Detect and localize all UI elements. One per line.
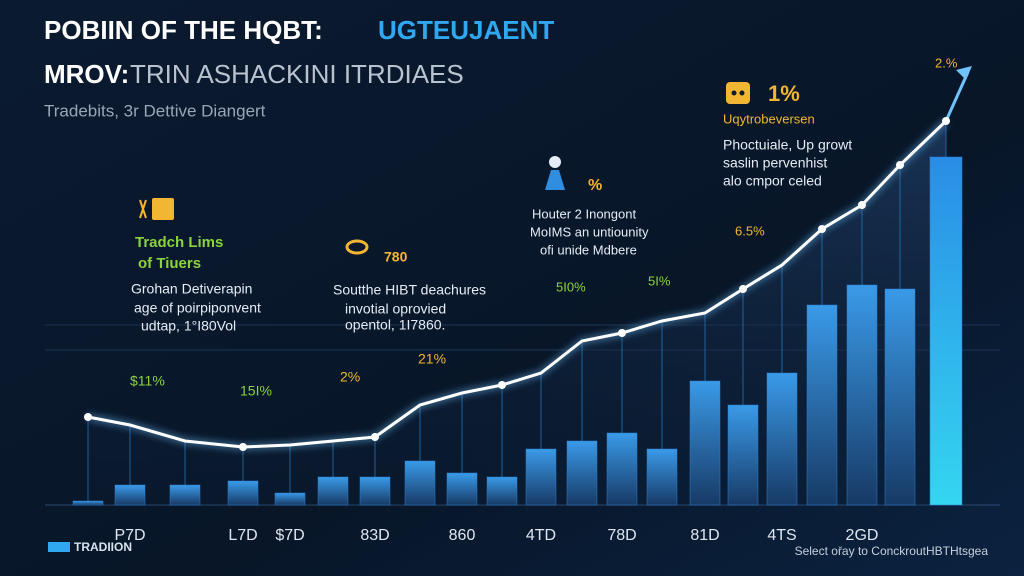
annotation: Soutthe HIBT deachures (333, 282, 486, 298)
bar (646, 448, 678, 506)
icons (139, 82, 750, 255)
bar (486, 476, 518, 506)
bar (766, 372, 798, 506)
logo-mark (48, 542, 70, 552)
bar (929, 156, 963, 506)
x-tick-label: L7D (228, 527, 257, 544)
bar (446, 472, 478, 506)
bar (274, 492, 306, 506)
icon-body (545, 170, 565, 190)
x-tick-label: 4TS (767, 527, 796, 544)
bar (525, 448, 557, 506)
line-point (239, 443, 247, 451)
bar (884, 288, 916, 506)
bar (72, 500, 104, 506)
bar (727, 404, 759, 506)
x-tick-label: 860 (449, 527, 476, 544)
annotation: invotial oprovied (345, 301, 446, 317)
icon-head (549, 156, 561, 168)
arrow-head (956, 66, 972, 80)
line-point (739, 285, 747, 293)
icon-bot (726, 82, 750, 104)
x-tick-label: 81D (690, 527, 719, 544)
bar (404, 460, 436, 506)
x-tick-label: 78D (607, 527, 636, 544)
icon-eye (731, 90, 737, 96)
annotation: MoIMS an untiounity (530, 224, 649, 239)
line-point (858, 201, 866, 209)
bar (114, 484, 146, 506)
bar (689, 380, 721, 506)
line-point (618, 329, 626, 337)
annotation: 5I% (648, 273, 671, 288)
footer: Select ořay to ConckroutHBTHtsgea (795, 544, 989, 558)
annotation: ofi unide Mdbere (540, 242, 637, 257)
annotation: Tradch Lims (135, 234, 223, 251)
bar (566, 440, 598, 506)
x-tick-label: 4TD (526, 527, 556, 544)
annotation: udtap, 1°I80Vol (141, 318, 236, 334)
annotation: 6.5% (735, 223, 765, 238)
icon-eye (739, 90, 745, 96)
annotation: of Tiuers (138, 255, 201, 272)
annotation: 2% (340, 369, 360, 385)
subtitle: TRIN ASHACKINI ITRDIAES (130, 59, 464, 89)
annotation: % (588, 177, 602, 194)
line-point (84, 413, 92, 421)
annotation: Uqytrobeversen (723, 111, 815, 126)
icon-coin (345, 239, 369, 255)
annotation: alo cmpor celed (723, 173, 822, 189)
title: POBIIN OF THE HQBT: (44, 15, 323, 45)
line-point (498, 381, 506, 389)
annotation: 780 (384, 249, 408, 265)
x-tick-label: 2GD (846, 527, 879, 544)
annotation: $11% (130, 373, 165, 389)
annotation: Houter 2 Inongont (532, 206, 636, 221)
line-point (818, 225, 826, 233)
line (87, 119, 948, 449)
bar (806, 304, 838, 506)
icon-tool (139, 199, 147, 219)
bar (317, 476, 349, 506)
annotation: 2.% (935, 55, 958, 70)
bar (359, 476, 391, 506)
line-point (942, 117, 950, 125)
icon-box (152, 198, 174, 220)
line-point (371, 433, 379, 441)
annotation: 21% (418, 351, 446, 367)
annotation: Phoctuiale, Up growt (723, 137, 852, 153)
subtitle-lead: MROV: (44, 59, 129, 89)
line-point (896, 161, 904, 169)
bar (169, 484, 201, 506)
annotation: 1% (768, 81, 800, 106)
logo: TRADIION (74, 540, 132, 554)
annotation: Grohan Detiverapin (131, 281, 252, 297)
annotation: age of poirpiponvent (134, 300, 261, 316)
annotation: opentol, 1I7860. (345, 317, 445, 333)
title-highlight: UGTEUJAENT (378, 15, 554, 45)
bar (227, 480, 259, 506)
bar (846, 284, 878, 506)
x-tick-label: $7D (275, 527, 304, 544)
annotation: saslin pervenhist (723, 155, 827, 171)
annotation: 5I0% (556, 279, 586, 294)
caption: Tradebits, 3r Dettive Diangert (44, 101, 266, 120)
bar (606, 432, 638, 506)
x-tick-label: P7D (114, 527, 145, 544)
annotation: 15I% (240, 383, 272, 399)
arrow (944, 71, 970, 122)
x-tick-label: 83D (360, 527, 389, 544)
